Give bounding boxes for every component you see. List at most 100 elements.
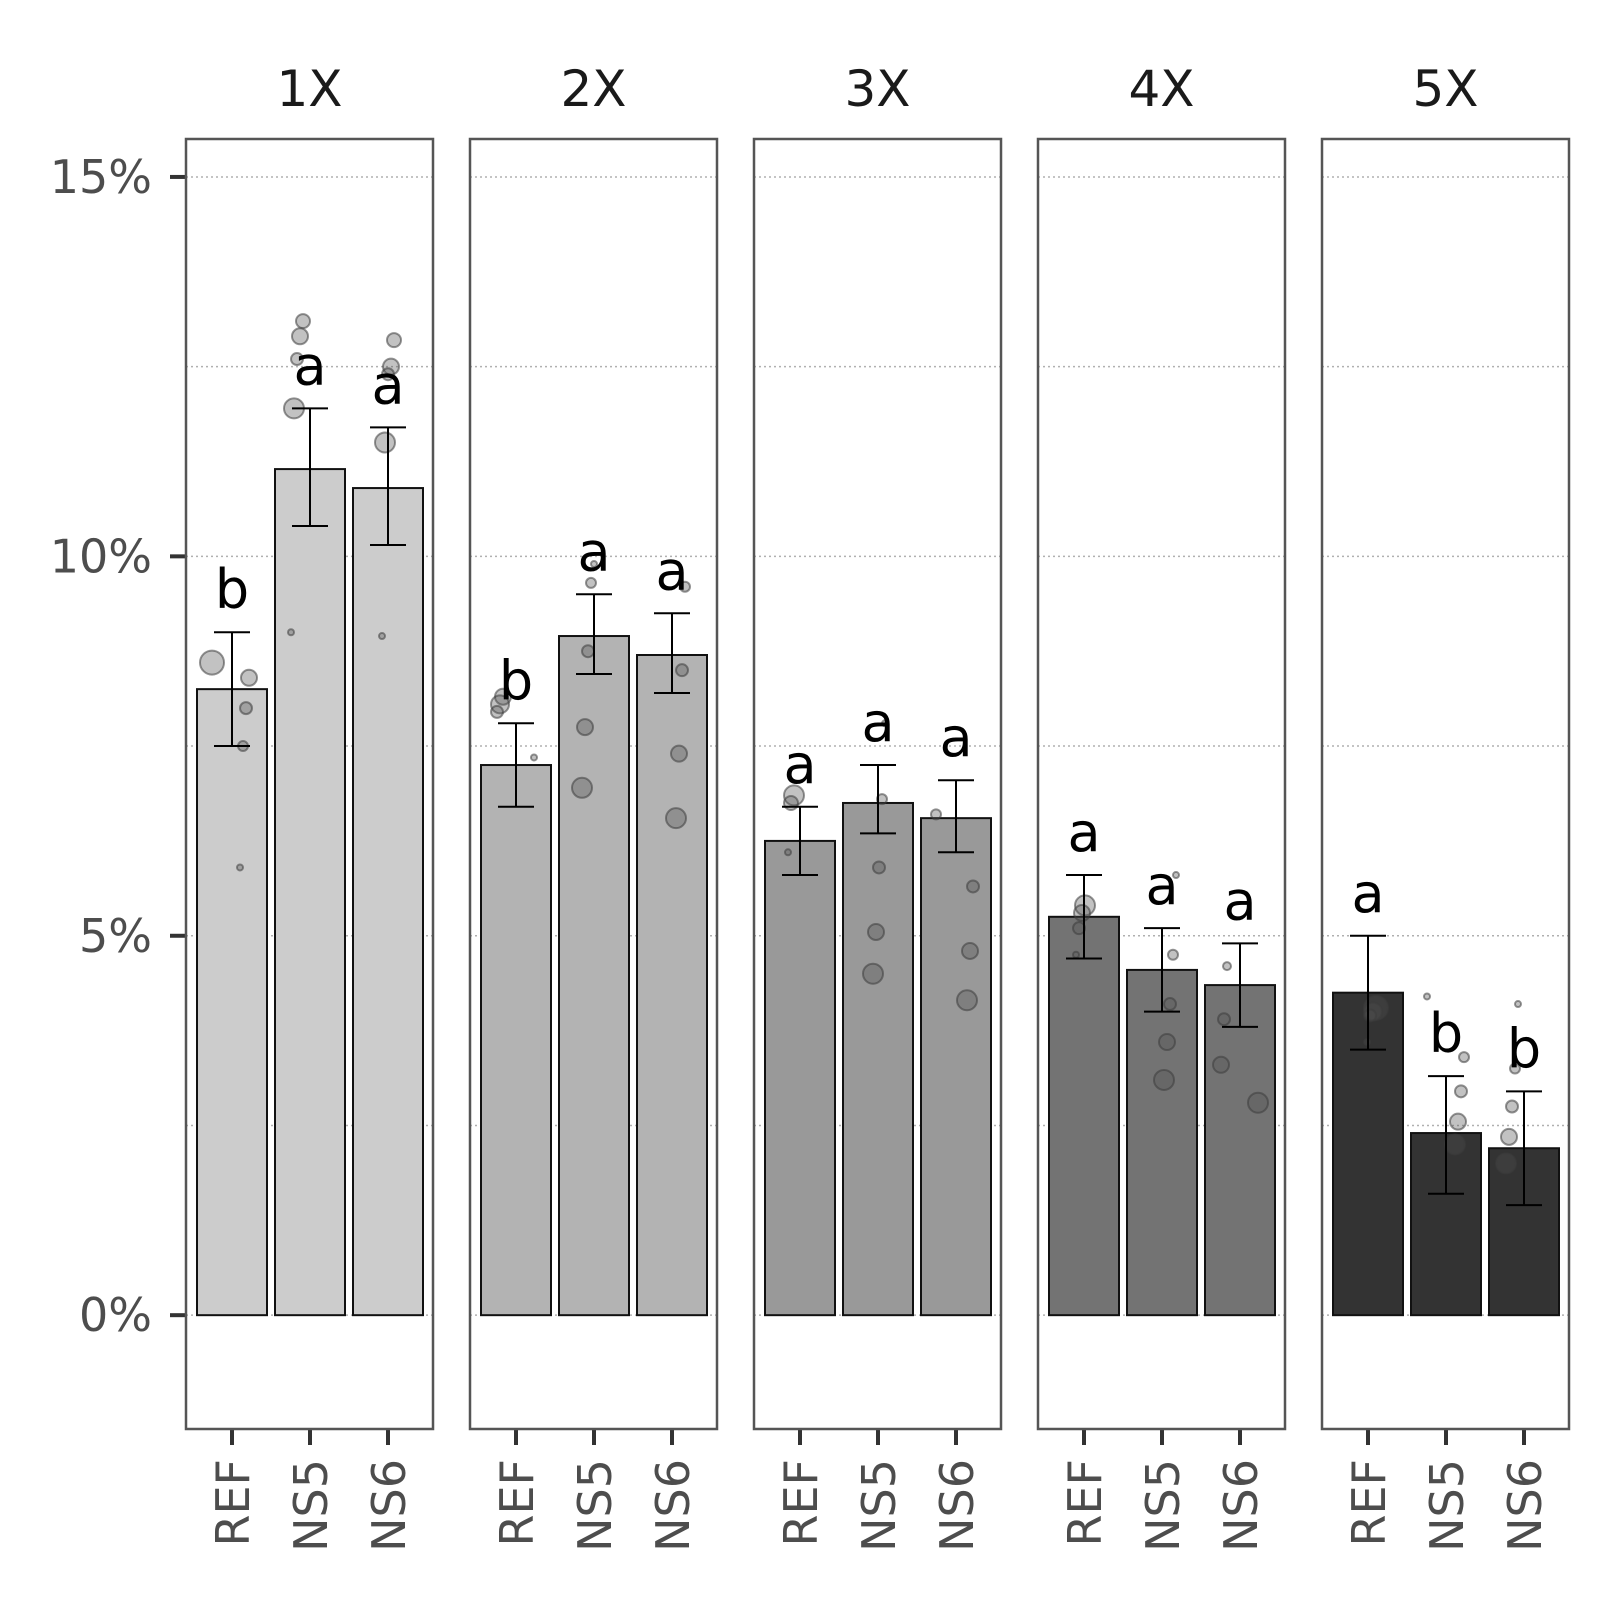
data-point bbox=[1514, 1000, 1522, 1009]
data-point bbox=[1167, 948, 1179, 961]
significance-letter: a bbox=[655, 539, 688, 602]
x-tick-label: NS6 bbox=[362, 1459, 416, 1552]
facet-title: 4X bbox=[1128, 60, 1194, 118]
y-tick-label: 0% bbox=[79, 1288, 152, 1342]
bar-ref bbox=[480, 764, 552, 1317]
x-tick-label: NS5 bbox=[852, 1459, 906, 1552]
data-point bbox=[1449, 1112, 1467, 1131]
facet-title: 2X bbox=[560, 60, 626, 118]
data-point bbox=[378, 632, 386, 641]
data-point bbox=[1495, 1152, 1517, 1175]
data-point bbox=[290, 352, 304, 367]
data-point bbox=[239, 701, 253, 716]
data-point bbox=[1509, 1062, 1521, 1075]
bar-ns6 bbox=[920, 817, 992, 1317]
data-point bbox=[1212, 1055, 1230, 1074]
bar-ns5 bbox=[1126, 968, 1198, 1317]
data-point bbox=[867, 922, 885, 941]
data-point bbox=[784, 848, 792, 857]
x-tick-label: NS5 bbox=[284, 1459, 338, 1552]
data-point bbox=[236, 863, 244, 872]
data-point bbox=[966, 879, 980, 894]
data-point bbox=[590, 559, 598, 568]
significance-letter: a bbox=[371, 353, 404, 416]
data-point bbox=[675, 663, 689, 678]
data-point bbox=[585, 576, 597, 589]
significance-letter: a bbox=[1223, 869, 1256, 932]
x-tick-label: REF bbox=[490, 1459, 544, 1547]
data-point bbox=[881, 719, 889, 728]
significance-letter: a bbox=[1067, 801, 1100, 864]
data-point bbox=[1073, 904, 1091, 922]
x-tick-label: NS5 bbox=[1420, 1459, 1474, 1552]
data-point bbox=[1458, 1051, 1470, 1064]
x-tick-label: REF bbox=[1058, 1459, 1112, 1547]
data-point bbox=[1454, 1084, 1468, 1099]
data-point bbox=[571, 776, 593, 799]
data-point bbox=[374, 431, 396, 454]
facet-panel-2x: b REF a NS5 a NS6 2X bbox=[468, 60, 719, 1552]
data-point bbox=[1247, 1091, 1269, 1114]
data-point bbox=[490, 704, 504, 719]
bar-ns5 bbox=[274, 468, 346, 1317]
data-point bbox=[1172, 871, 1180, 880]
data-point bbox=[1505, 1099, 1519, 1114]
y-tick-label: 5% bbox=[79, 909, 152, 963]
x-tick-label: NS6 bbox=[1498, 1459, 1552, 1552]
significance-letter: a bbox=[783, 733, 816, 796]
significance-letter: a bbox=[293, 334, 326, 397]
significance-letter: a bbox=[939, 706, 972, 769]
bar-ns5 bbox=[842, 801, 914, 1317]
data-point bbox=[1158, 1033, 1176, 1051]
data-point bbox=[581, 644, 595, 659]
facet-panel-1x: b REF a NS5 a NS6 1X bbox=[184, 60, 435, 1552]
y-tick-label: 10% bbox=[50, 529, 152, 583]
significance-letter: b bbox=[1429, 1002, 1463, 1065]
facet-panel-3x: a REF a NS5 a NS6 3X bbox=[752, 60, 1003, 1552]
significance-letter: a bbox=[577, 520, 610, 583]
bar-ns6 bbox=[352, 487, 424, 1317]
data-point bbox=[381, 367, 395, 382]
data-point bbox=[1500, 1127, 1518, 1146]
x-tick-label: REF bbox=[206, 1459, 260, 1547]
significance-letter: b bbox=[215, 558, 249, 621]
data-point bbox=[291, 327, 309, 346]
data-point bbox=[1163, 997, 1177, 1012]
bar-ref bbox=[764, 839, 836, 1317]
data-point bbox=[670, 744, 688, 763]
y-tick-label: 15% bbox=[50, 150, 152, 204]
data-point bbox=[295, 313, 311, 330]
facet-title: 3X bbox=[844, 60, 910, 118]
data-point bbox=[1444, 1133, 1466, 1156]
data-point bbox=[862, 962, 884, 985]
x-tick-label: NS5 bbox=[1136, 1459, 1190, 1552]
data-point bbox=[1423, 992, 1431, 1001]
facet-panel-5x: a REF b NS5 b NS6 5X bbox=[1320, 60, 1571, 1552]
data-point bbox=[287, 628, 295, 637]
bar-ref bbox=[196, 688, 268, 1317]
panel-border bbox=[468, 137, 719, 1431]
data-point bbox=[679, 580, 691, 593]
facet-title: 5X bbox=[1412, 60, 1478, 118]
data-point bbox=[1363, 1008, 1377, 1023]
data-point bbox=[783, 794, 799, 811]
data-point bbox=[1072, 950, 1080, 959]
bar-ns5 bbox=[558, 635, 630, 1317]
data-point bbox=[1222, 961, 1232, 972]
data-point bbox=[1153, 1068, 1175, 1091]
data-point bbox=[490, 694, 510, 715]
data-point bbox=[382, 357, 400, 376]
panel-border bbox=[1036, 137, 1287, 1431]
facet-title: 1X bbox=[276, 60, 342, 118]
panel-border bbox=[752, 137, 1003, 1431]
panel-border bbox=[1320, 137, 1571, 1431]
data-point bbox=[961, 941, 979, 960]
significance-letter: a bbox=[1145, 854, 1178, 917]
data-point bbox=[530, 753, 538, 762]
data-point bbox=[199, 649, 225, 676]
data-point bbox=[930, 808, 942, 821]
facet-panel-4x: a REF a NS5 a NS6 4X bbox=[1036, 60, 1287, 1552]
data-point bbox=[576, 718, 594, 737]
